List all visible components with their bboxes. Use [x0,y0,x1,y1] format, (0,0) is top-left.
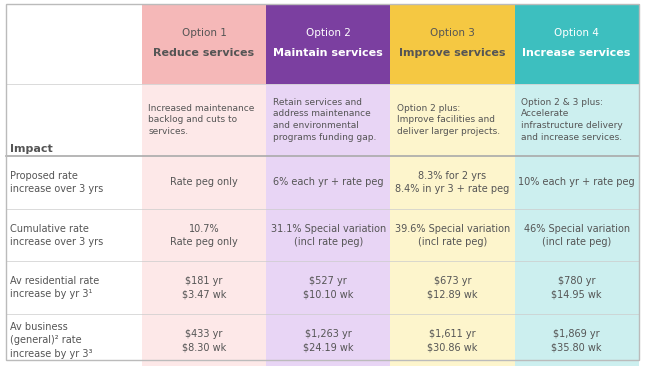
Text: Impact: Impact [10,144,53,154]
FancyBboxPatch shape [6,156,142,209]
FancyBboxPatch shape [391,4,515,83]
Text: Improve services: Improve services [399,48,506,58]
FancyBboxPatch shape [391,83,515,156]
Text: Av residential rate
increase by yr 3¹: Av residential rate increase by yr 3¹ [10,276,99,299]
Text: Option 3: Option 3 [430,28,475,38]
Text: $1,869 yr
$35.80 wk: $1,869 yr $35.80 wk [551,329,602,352]
FancyBboxPatch shape [515,83,639,156]
FancyBboxPatch shape [266,314,391,366]
FancyBboxPatch shape [515,314,639,366]
Text: 10.7%
Rate peg only: 10.7% Rate peg only [170,224,238,247]
FancyBboxPatch shape [6,209,142,261]
FancyBboxPatch shape [6,261,142,314]
Text: $673 yr
$12.89 wk: $673 yr $12.89 wk [427,276,478,299]
FancyBboxPatch shape [142,261,266,314]
Text: Option 2: Option 2 [306,28,351,38]
FancyBboxPatch shape [6,83,142,156]
Text: Increased maintenance
backlog and cuts to
services.: Increased maintenance backlog and cuts t… [148,104,255,136]
FancyBboxPatch shape [515,209,639,261]
Text: $181 yr
$3.47 wk: $181 yr $3.47 wk [182,276,226,299]
Text: 6% each yr + rate peg: 6% each yr + rate peg [273,178,384,187]
Text: $1,263 yr
$24.19 wk: $1,263 yr $24.19 wk [303,329,354,352]
FancyBboxPatch shape [266,83,391,156]
Text: 39.6% Special variation
(incl rate peg): 39.6% Special variation (incl rate peg) [395,224,510,247]
Text: 46% Special variation
(incl rate peg): 46% Special variation (incl rate peg) [524,224,630,247]
FancyBboxPatch shape [142,156,266,209]
Text: Increase services: Increase services [523,48,631,58]
FancyBboxPatch shape [142,83,266,156]
FancyBboxPatch shape [391,156,515,209]
FancyBboxPatch shape [515,4,639,83]
FancyBboxPatch shape [266,4,391,83]
Text: Option 4: Option 4 [554,28,599,38]
FancyBboxPatch shape [391,314,515,366]
Text: Retain services and
address maintenance
and environmental
programs funding gap.: Retain services and address maintenance … [272,98,376,142]
Text: Option 2 plus:
Improve facilities and
deliver larger projects.: Option 2 plus: Improve facilities and de… [396,104,500,136]
Text: Reduce services: Reduce services [153,48,255,58]
Text: Option 2 & 3 plus:
Accelerate
infrastructure delivery
and increase services.: Option 2 & 3 plus: Accelerate infrastruc… [521,98,623,142]
Text: $780 yr
$14.95 wk: $780 yr $14.95 wk [551,276,602,299]
Text: Av business
(general)² rate
increase by yr 3³: Av business (general)² rate increase by … [10,322,92,359]
FancyBboxPatch shape [266,156,391,209]
Text: 10% each yr + rate peg: 10% each yr + rate peg [518,178,635,187]
FancyBboxPatch shape [391,209,515,261]
Text: $433 yr
$8.30 wk: $433 yr $8.30 wk [182,329,226,352]
FancyBboxPatch shape [266,261,391,314]
Text: $1,611 yr
$30.86 wk: $1,611 yr $30.86 wk [427,329,478,352]
FancyBboxPatch shape [266,209,391,261]
Text: 8.3% for 2 yrs
8.4% in yr 3 + rate peg: 8.3% for 2 yrs 8.4% in yr 3 + rate peg [395,171,510,194]
Text: Maintain services: Maintain services [274,48,383,58]
FancyBboxPatch shape [142,4,266,83]
FancyBboxPatch shape [142,209,266,261]
Text: Option 1: Option 1 [181,28,226,38]
FancyBboxPatch shape [6,314,142,366]
FancyBboxPatch shape [515,261,639,314]
FancyBboxPatch shape [515,156,639,209]
FancyBboxPatch shape [142,314,266,366]
Text: Rate peg only: Rate peg only [170,178,238,187]
Text: Proposed rate
increase over 3 yrs: Proposed rate increase over 3 yrs [10,171,103,194]
Text: Cumulative rate
increase over 3 yrs: Cumulative rate increase over 3 yrs [10,224,103,247]
Text: $527 yr
$10.10 wk: $527 yr $10.10 wk [303,276,354,299]
FancyBboxPatch shape [391,261,515,314]
Text: 31.1% Special variation
(incl rate peg): 31.1% Special variation (incl rate peg) [270,224,386,247]
